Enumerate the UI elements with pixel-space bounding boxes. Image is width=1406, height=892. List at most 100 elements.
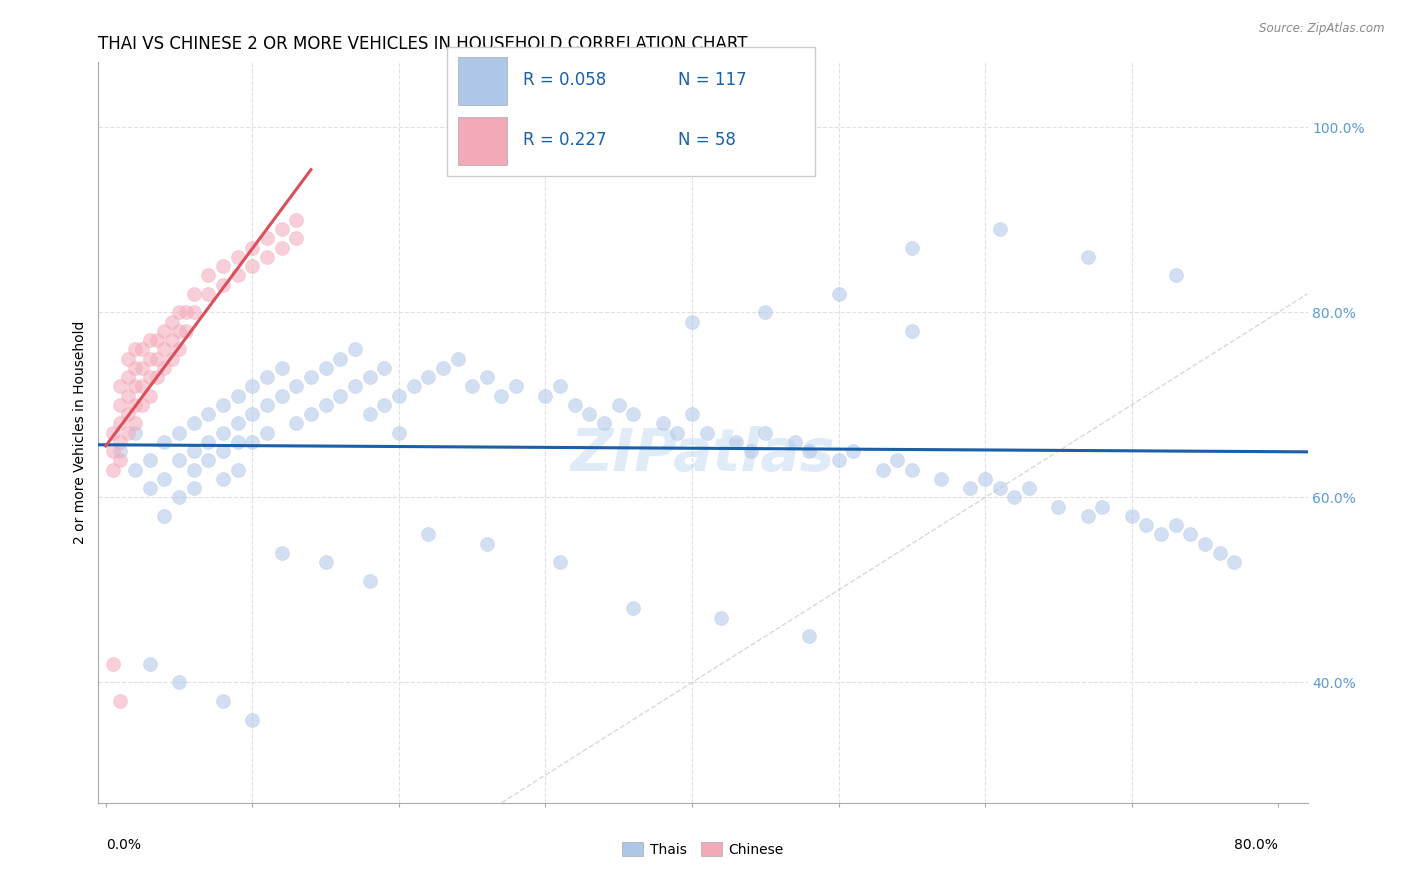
Point xyxy=(988,222,1011,236)
Point xyxy=(167,675,190,690)
Point xyxy=(842,444,865,458)
Point xyxy=(402,379,425,393)
Y-axis label: 2 or more Vehicles in Household: 2 or more Vehicles in Household xyxy=(73,321,87,544)
Point xyxy=(1180,527,1202,541)
Point xyxy=(299,407,322,421)
Point xyxy=(240,379,263,393)
Point xyxy=(475,370,498,384)
Point xyxy=(138,370,160,384)
Point xyxy=(131,343,153,357)
Point xyxy=(212,694,235,708)
Point xyxy=(578,407,600,421)
Point xyxy=(505,379,527,393)
Point xyxy=(681,407,703,421)
Point xyxy=(124,462,146,476)
Point xyxy=(138,453,160,467)
Point xyxy=(270,389,292,403)
Point xyxy=(534,389,557,403)
Point xyxy=(110,398,132,412)
Point xyxy=(153,434,176,449)
Point xyxy=(1091,500,1114,514)
Point xyxy=(197,434,219,449)
Point xyxy=(799,444,821,458)
Point xyxy=(240,240,263,255)
Point xyxy=(226,389,249,403)
Point xyxy=(110,379,132,393)
Point xyxy=(226,417,249,431)
Point xyxy=(256,370,278,384)
Point xyxy=(183,286,205,301)
Point xyxy=(1121,508,1143,523)
Point xyxy=(176,324,198,338)
Point xyxy=(240,407,263,421)
Point xyxy=(240,713,263,727)
Point xyxy=(138,657,160,671)
Point xyxy=(681,315,703,329)
Point xyxy=(167,324,190,338)
Point xyxy=(183,481,205,495)
Point xyxy=(548,555,571,569)
Point xyxy=(183,462,205,476)
Point xyxy=(240,259,263,273)
Point xyxy=(167,305,190,319)
Point xyxy=(153,324,176,338)
Point xyxy=(124,343,146,357)
Point xyxy=(101,425,124,440)
Point xyxy=(329,351,352,366)
Text: N = 58: N = 58 xyxy=(678,131,737,149)
Point xyxy=(270,546,292,560)
Point xyxy=(621,601,644,615)
Point xyxy=(197,407,219,421)
Legend: Thais, Chinese: Thais, Chinese xyxy=(617,837,789,863)
Point xyxy=(901,462,924,476)
Point xyxy=(285,379,308,393)
Point xyxy=(564,398,586,412)
Point xyxy=(1077,250,1099,264)
FancyBboxPatch shape xyxy=(447,47,815,176)
Point xyxy=(1194,536,1216,550)
Point xyxy=(138,389,160,403)
Point xyxy=(593,417,616,431)
Point xyxy=(138,333,160,347)
Text: R = 0.058: R = 0.058 xyxy=(523,71,606,89)
Point xyxy=(212,444,235,458)
Point xyxy=(183,444,205,458)
Point xyxy=(146,351,169,366)
Point xyxy=(886,453,908,467)
Point xyxy=(901,324,924,338)
Point xyxy=(101,462,124,476)
Point xyxy=(212,472,235,486)
Point xyxy=(651,417,673,431)
Point xyxy=(299,370,322,384)
Point xyxy=(988,481,1011,495)
Point xyxy=(131,360,153,375)
Point xyxy=(373,360,395,375)
Point xyxy=(167,491,190,505)
Point xyxy=(212,259,235,273)
Point xyxy=(1047,500,1070,514)
Point xyxy=(1135,518,1157,533)
Point xyxy=(315,398,337,412)
Point xyxy=(197,268,219,283)
Point xyxy=(167,453,190,467)
Point xyxy=(183,305,205,319)
Point xyxy=(710,611,733,625)
Point xyxy=(432,360,454,375)
Point xyxy=(226,250,249,264)
Point xyxy=(270,240,292,255)
FancyBboxPatch shape xyxy=(458,57,508,104)
Point xyxy=(101,657,124,671)
Point xyxy=(418,370,440,384)
Point xyxy=(110,434,132,449)
Text: 80.0%: 80.0% xyxy=(1234,838,1278,852)
Point xyxy=(929,472,952,486)
Point xyxy=(117,407,139,421)
Point xyxy=(270,360,292,375)
Point xyxy=(329,389,352,403)
Point xyxy=(131,398,153,412)
Point xyxy=(388,389,411,403)
Point xyxy=(548,379,571,393)
Point xyxy=(110,453,132,467)
Point xyxy=(226,434,249,449)
Point xyxy=(167,425,190,440)
